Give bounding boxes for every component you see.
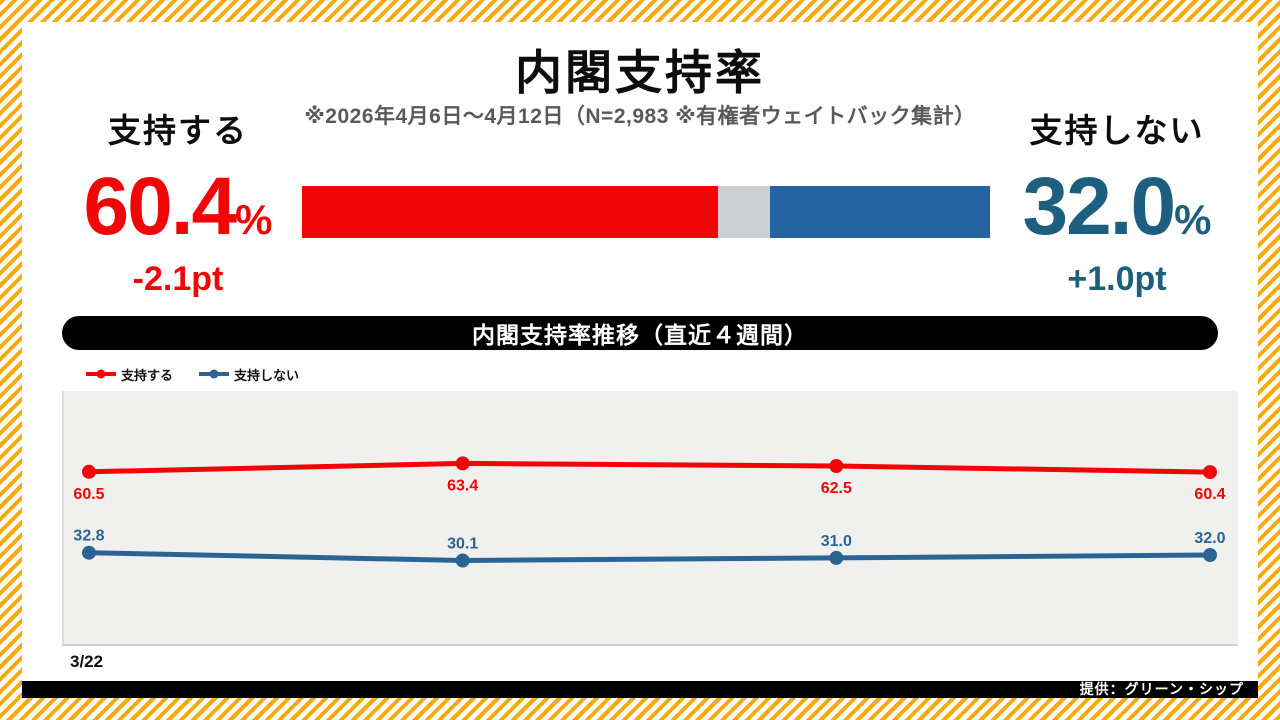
- chart-legend: 支持する 支持しない: [86, 364, 299, 384]
- survey-note: ※2026年4月6日～4月12日（N=2,983 ※有権者ウェイトバック集計）: [304, 105, 976, 128]
- trend-point-label: 60.4: [1194, 486, 1225, 503]
- trend-point-label: 60.5: [73, 486, 104, 503]
- trend-point: [82, 545, 96, 560]
- trend-chart-svg: 60.5 63.4 62.5 60.4 32.8 30.1 31.0 32.0: [73, 456, 1226, 568]
- trend-point: [829, 550, 844, 565]
- disapprove-label: 支持しない: [1029, 112, 1205, 149]
- trend-point-label: 32.0: [1194, 530, 1225, 547]
- legend-dot-blue: [209, 369, 219, 379]
- legend-dot-red: [96, 369, 106, 379]
- approve-stat-block: 支持する 60.4% -2.1pt: [38, 104, 318, 299]
- trend-chart-plot-area: 60.5 63.4 62.5 60.4 32.8 30.1 31.0 32.0: [62, 391, 1238, 646]
- x-axis-label: 3/22: [70, 652, 104, 671]
- approve-value: 60.4%: [38, 166, 318, 248]
- legend-line-marker-blue: [199, 369, 230, 379]
- credit-bar: 提供：グリーン・シップ: [22, 681, 1258, 698]
- trend-point: [82, 464, 96, 479]
- trend-point: [455, 553, 470, 568]
- legend-label-disapprove: 支持しない: [234, 367, 300, 383]
- trend-point: [1203, 465, 1217, 480]
- trend-point: [455, 456, 470, 471]
- trend-point-label: 30.1: [447, 536, 478, 553]
- infographic-canvas: 内閣支持率 ※2026年4月6日～4月12日（N=2,983 ※有権者ウェイトバ…: [22, 22, 1258, 698]
- approve-value-number: 60.4: [83, 161, 238, 252]
- disapprove-value-number: 32.0: [1022, 161, 1177, 252]
- bar-segment-approve: [302, 186, 718, 238]
- approve-change: -2.1pt: [132, 260, 224, 298]
- approval-stacked-bar: [302, 186, 990, 238]
- trend-point-label: 32.8: [73, 528, 104, 545]
- bar-segment-disapprove: [769, 186, 990, 238]
- legend-item-approve: 支持する: [86, 365, 173, 384]
- trend-point-label: 62.5: [821, 480, 852, 497]
- credit-text: 提供：グリーン・シップ: [1079, 681, 1244, 697]
- page-title: 内閣支持率: [515, 46, 765, 99]
- legend-label-approve: 支持する: [121, 367, 174, 383]
- disapprove-value-unit: %: [1174, 196, 1212, 243]
- legend-item-disapprove: 支持しない: [199, 365, 299, 384]
- trend-line-approve: [88, 460, 1211, 475]
- trend-section-banner: 内閣支持率推移（直近４週間）: [62, 316, 1218, 350]
- disapprove-stat-block: 支持しない 32.0% +1.0pt: [977, 104, 1257, 299]
- trend-line-disapprove: [88, 550, 1211, 564]
- trend-point-label: 63.4: [447, 477, 478, 494]
- approve-value-unit: %: [235, 196, 273, 243]
- disapprove-change: +1.0pt: [1067, 260, 1167, 298]
- trend-point-label: 31.0: [821, 533, 852, 550]
- legend-line-marker-red: [86, 369, 116, 379]
- approve-label: 支持する: [108, 112, 248, 149]
- trend-point: [1203, 548, 1217, 562]
- bar-segment-neutral: [717, 186, 770, 238]
- disapprove-value: 32.0%: [977, 166, 1257, 248]
- trend-point: [829, 459, 844, 473]
